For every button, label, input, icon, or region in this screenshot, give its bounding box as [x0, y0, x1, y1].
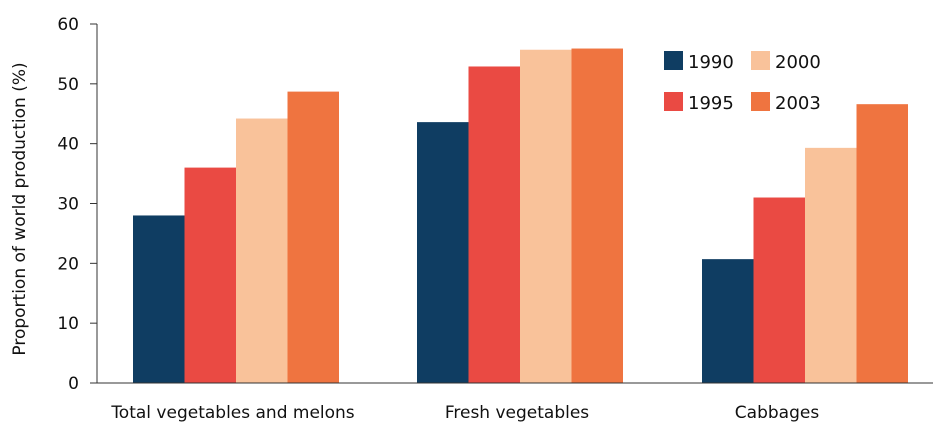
- bar-1990-0: [133, 215, 185, 383]
- bar-2000-2: [805, 147, 857, 383]
- x-category-label: Total vegetables and melons: [110, 403, 354, 423]
- legend-swatch-2000: [751, 51, 770, 70]
- y-ticks-layer: 0 10 20 30 40 50 60: [57, 15, 97, 394]
- legend-swatch-1995: [664, 92, 683, 111]
- bar-1995-0: [184, 167, 236, 383]
- y-tick-label: 0: [68, 374, 79, 394]
- bar-2000-1: [520, 49, 572, 383]
- legend-swatch-1990: [664, 51, 683, 70]
- bar-2003-1: [571, 48, 623, 383]
- y-tick-label: 10: [57, 314, 79, 334]
- y-tick-label: 50: [57, 75, 79, 95]
- bar-2000-0: [236, 118, 288, 383]
- legend: 1990 1995 2000 2003: [664, 51, 821, 114]
- bar-1995-2: [753, 197, 805, 383]
- y-tick-label: 40: [57, 135, 79, 155]
- bar-2003-0: [287, 91, 339, 383]
- x-category-label: Fresh vegetables: [445, 403, 589, 423]
- legend-swatch-2003: [751, 92, 770, 111]
- x-category-labels: Total vegetables and melons Fresh vegetab…: [110, 403, 819, 423]
- legend-label-1995: 1995: [688, 93, 734, 114]
- bar-1990-1: [417, 122, 469, 384]
- bar-1995-1: [468, 66, 520, 384]
- legend-label-2003: 2003: [775, 93, 821, 114]
- bars-layer: [133, 48, 908, 384]
- y-tick-label: 60: [57, 15, 79, 35]
- y-tick-label: 30: [57, 195, 79, 215]
- legend-label-2000: 2000: [775, 52, 821, 73]
- bar-1990-2: [702, 259, 754, 383]
- legend-label-1990: 1990: [688, 52, 734, 73]
- y-tick-label: 20: [57, 254, 79, 274]
- x-category-label: Cabbages: [735, 403, 820, 423]
- y-axis-title: Proportion of world production (%): [10, 62, 30, 355]
- bar-2003-2: [856, 104, 908, 383]
